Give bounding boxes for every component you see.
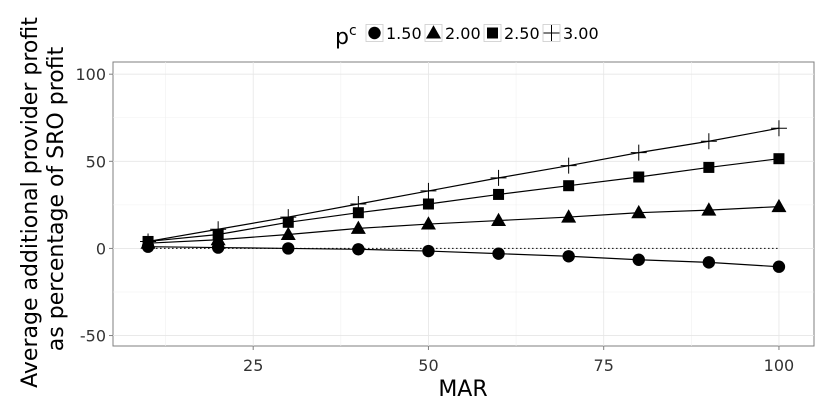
- series-line-2.00: [148, 206, 779, 244]
- data-point-2.50-50: [422, 198, 434, 210]
- data-point-1.50-50: [422, 244, 435, 258]
- y-axis-title: Average additional provider profit as pe…: [18, 10, 69, 388]
- data-point-1.50-100: [772, 260, 786, 273]
- data-point-3.00-90: [700, 133, 717, 150]
- legend-label-1.50: 1.50: [386, 24, 422, 43]
- x-axis-title: MAR: [438, 377, 487, 402]
- legend-item-1.50: 1.50: [365, 24, 422, 43]
- data-point-2.00-90: [701, 202, 717, 216]
- x-axis: 25 50 75 100: [243, 346, 794, 375]
- data-point-2.50-70: [563, 180, 575, 192]
- data-point-2.00-30: [280, 226, 296, 240]
- data-point-3.00-30: [280, 209, 297, 226]
- data-point-2.50-60: [493, 188, 505, 200]
- data-point-2.50-100: [773, 153, 785, 165]
- data-point-2.00-70: [561, 209, 577, 223]
- y-tick-label: 0: [96, 239, 106, 258]
- data-point-2.00-60: [491, 212, 507, 227]
- data-point-2.00-40: [350, 220, 366, 234]
- legend-key-2.00: [426, 25, 441, 39]
- x-tick-label: 25: [243, 356, 263, 375]
- legend-item-3.00: 3.00: [542, 24, 599, 43]
- plot-panel: [112, 61, 815, 347]
- data-point-3.00-100: [770, 120, 787, 137]
- data-point-2.00-50: [420, 216, 436, 230]
- legend-label-3.00: 3.00: [563, 24, 599, 43]
- data-point-3.00-40: [350, 196, 367, 212]
- series-line-3.00: [147, 127, 780, 243]
- series-2.00: [140, 198, 787, 249]
- legend: pc 1.50 2.00 2.50 3.00: [335, 23, 599, 50]
- data-point-1.50-70: [562, 250, 575, 263]
- data-point-1.50-40: [352, 243, 365, 256]
- legend-label-2.50: 2.50: [504, 24, 540, 43]
- data-point-2.50-90: [703, 161, 715, 173]
- legend-key-2.50: [487, 27, 498, 39]
- data-point-1.50-80: [632, 253, 645, 266]
- data-point-3.00-80: [630, 144, 647, 161]
- x-tick-label: 50: [418, 356, 438, 375]
- legend-label-2.00: 2.00: [445, 24, 481, 43]
- plot-background: [112, 61, 815, 347]
- legend-key-3.00: [543, 25, 560, 41]
- series-line-2.50: [147, 158, 780, 243]
- legend-key-1.50: [368, 26, 381, 40]
- data-point-3.00-50: [420, 182, 437, 199]
- x-tick-label: 100: [764, 356, 795, 375]
- legend-item-2.00: 2.00: [424, 24, 481, 43]
- y-axis-title-line-1: Average additional provider profit: [18, 17, 43, 388]
- data-point-2.50-40: [352, 207, 364, 219]
- data-point-3.00-20: [210, 221, 227, 238]
- y-tick-label: 50: [86, 152, 106, 171]
- data-point-1.50-30: [282, 242, 295, 255]
- x-tick-label: 75: [594, 356, 614, 375]
- data-point-1.50-90: [702, 256, 716, 269]
- y-tick-label: -50: [80, 327, 106, 346]
- data-point-2.00-100: [771, 198, 787, 213]
- y-axis-title-line-2: as percentage of SRO profit: [44, 46, 69, 351]
- y-tick-label: 100: [75, 65, 106, 84]
- y-axis: -50 0 50 100: [75, 65, 113, 346]
- data-point-3.00-60: [490, 169, 507, 186]
- data-point-2.50-80: [633, 171, 645, 183]
- data-point-3.00-10: [140, 233, 157, 250]
- legend-title: pc: [335, 23, 357, 50]
- data-point-1.50-60: [492, 247, 505, 260]
- data-point-2.00-80: [631, 204, 647, 219]
- legend-item-2.50: 2.50: [483, 24, 540, 43]
- series-line-1.50: [148, 246, 779, 268]
- data-point-3.00-70: [560, 157, 577, 174]
- series-3.00: [140, 120, 787, 250]
